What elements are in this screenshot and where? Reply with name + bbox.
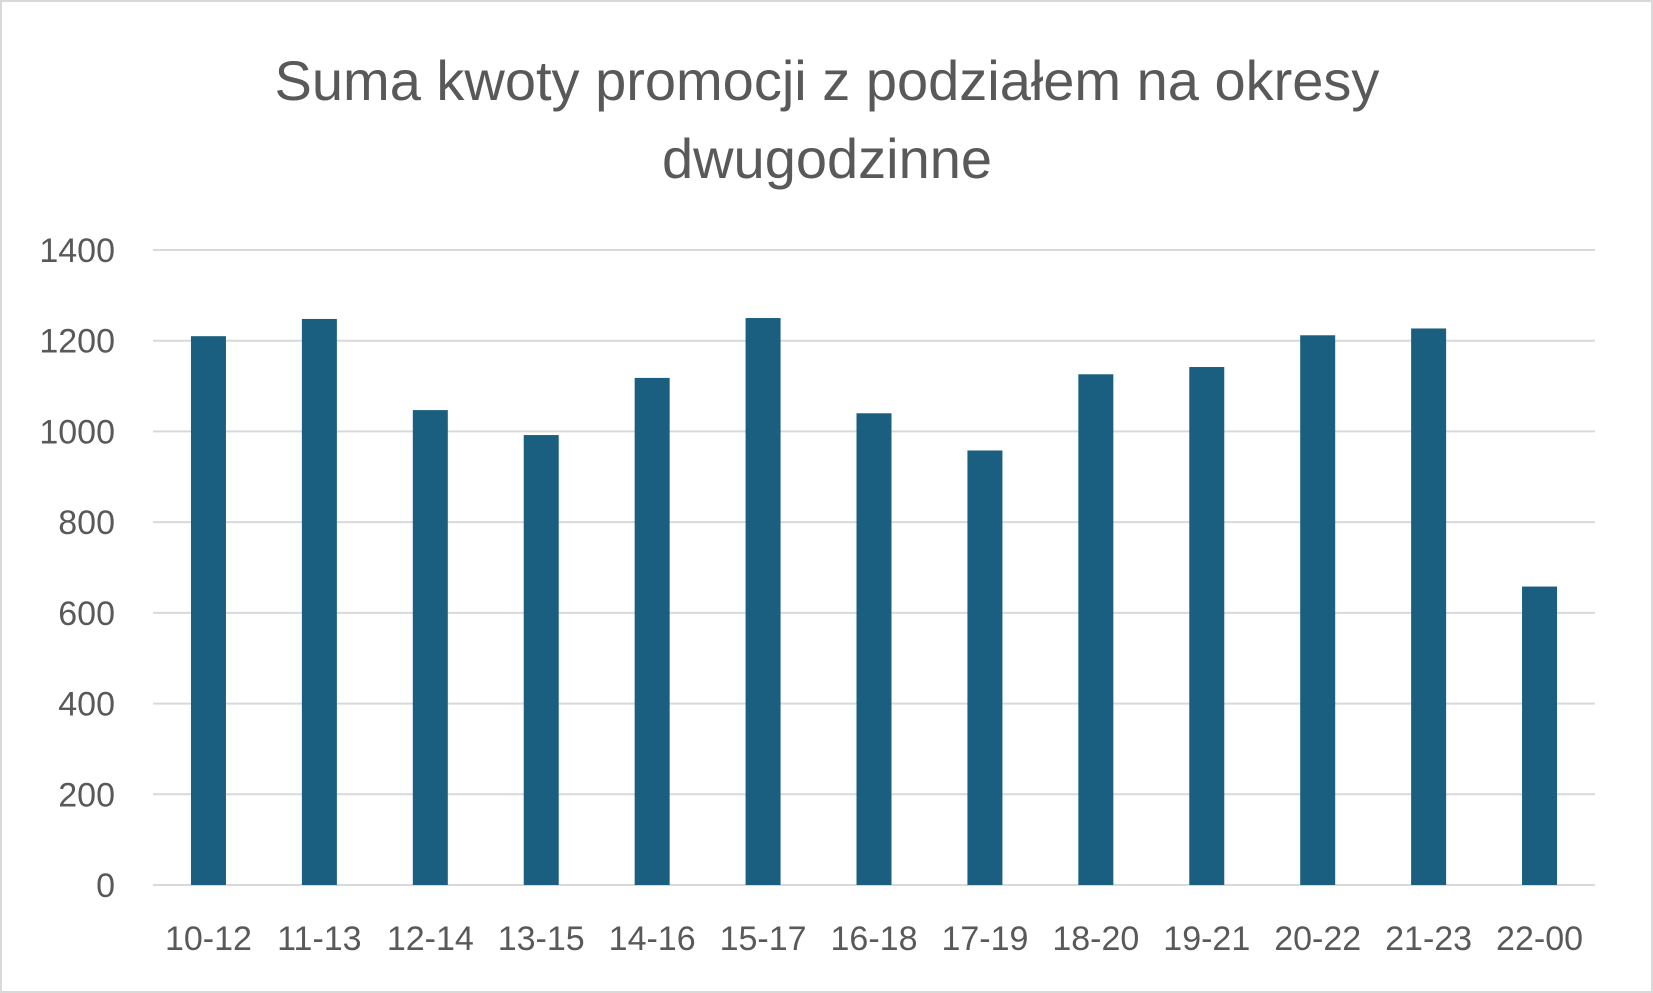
x-tick-label: 13-15 xyxy=(498,920,585,958)
y-tick-label: 200 xyxy=(58,776,115,814)
x-tick-label: 17-19 xyxy=(941,920,1028,958)
bars xyxy=(190,318,1558,885)
bar-11-13 xyxy=(301,318,337,885)
bar-14-16 xyxy=(634,377,670,885)
x-tick-label: 21-23 xyxy=(1385,920,1472,958)
x-tick-label: 18-20 xyxy=(1052,920,1139,958)
bar-22-00 xyxy=(1522,586,1558,885)
y-tick-label: 400 xyxy=(58,686,115,724)
y-tick-label: 800 xyxy=(58,504,115,542)
bar-16-18 xyxy=(856,413,892,885)
bar-18-20 xyxy=(1078,374,1114,885)
x-tick-label: 15-17 xyxy=(720,920,807,958)
x-tick-label: 14-16 xyxy=(609,920,696,958)
chart-title: Suma kwoty promocji z podziałem na okres… xyxy=(274,49,1380,190)
x-tick-label: 16-18 xyxy=(831,920,918,958)
bar-15-17 xyxy=(745,318,781,885)
bar-19-21 xyxy=(1189,367,1225,885)
x-tick-label: 12-14 xyxy=(387,920,474,958)
y-tick-label: 1200 xyxy=(39,323,115,361)
y-tick-label: 0 xyxy=(96,867,115,905)
y-axis-ticks: 0 200 400 600 800 1000 1200 1400 xyxy=(39,232,115,905)
bar-20-22 xyxy=(1300,335,1336,885)
bar-21-23 xyxy=(1411,328,1447,885)
bar-12-14 xyxy=(412,410,448,885)
y-tick-label: 1400 xyxy=(39,232,115,270)
x-tick-label: 11-13 xyxy=(277,920,361,958)
y-tick-label: 600 xyxy=(58,595,115,633)
x-tick-label: 22-00 xyxy=(1496,920,1583,958)
x-tick-label: 10-12 xyxy=(165,920,252,958)
bar-10-12 xyxy=(190,336,226,885)
bar-17-19 xyxy=(967,450,1003,885)
x-tick-label: 19-21 xyxy=(1163,920,1250,958)
y-tick-label: 1000 xyxy=(39,413,115,451)
bar-13-15 xyxy=(523,435,559,885)
x-tick-label: 20-22 xyxy=(1274,920,1361,958)
x-axis-ticks: 10-12 11-13 12-14 13-15 14-16 15-17 16-18 17-19… xyxy=(165,920,1583,958)
